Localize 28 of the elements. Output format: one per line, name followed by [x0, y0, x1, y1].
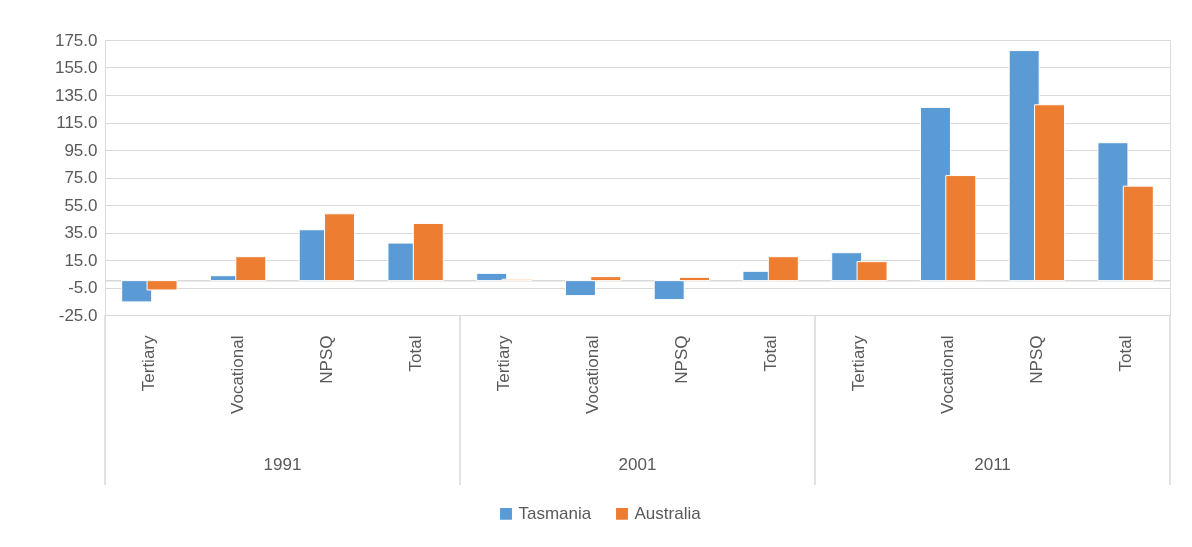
legend-label: Tasmania [518, 503, 592, 523]
text: 2001 [618, 455, 657, 474]
y-tick-label: 75.0 [64, 168, 98, 187]
y-tick-label: 135.0 [54, 85, 98, 105]
text: 1991 [263, 455, 302, 474]
text: 2011 [974, 455, 1011, 474]
y-tick-label: 95.0 [64, 140, 98, 160]
x-tick-label: Total [1115, 335, 1135, 372]
x-tick-label: Vocational [228, 335, 248, 414]
y-tick-label: -5.0 [68, 278, 98, 297]
y-tick-label: 175.0 [54, 30, 98, 50]
y-tick-label: 55.0 [64, 195, 98, 215]
y-tick-label: 35.0 [64, 223, 98, 242]
x-tick-label: NPSQ [316, 335, 336, 384]
x-tick-label: Total [760, 335, 780, 372]
x-tick-label: Vocational [938, 335, 958, 414]
y-tick-label: 15.0 [64, 250, 98, 270]
x-tick-label: NPSQ [1026, 335, 1046, 384]
x-tick-label: Tertiary [139, 335, 159, 392]
x-tick-label: Total [405, 335, 425, 372]
y-tick-label: -25.0 [58, 305, 98, 325]
x-tick-label: Tertiary [849, 335, 869, 392]
x-tick-label: Tertiary [494, 335, 514, 392]
legend-label: Australia [634, 503, 702, 523]
x-tick-label: NPSQ [671, 335, 691, 384]
y-tick-label: 155.0 [54, 58, 98, 77]
y-tick-label: 115.0 [56, 113, 98, 132]
x-tick-label: Vocational [583, 335, 603, 414]
